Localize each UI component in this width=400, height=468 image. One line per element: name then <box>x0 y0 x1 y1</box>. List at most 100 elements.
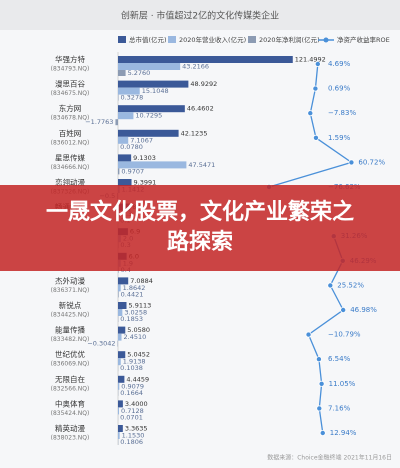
bar <box>118 161 187 169</box>
banner-box: 一晟文化股票，文化产业繁荣之路探索 <box>45 200 354 255</box>
value-label: 5.0580 <box>127 326 150 334</box>
bar <box>118 309 123 316</box>
bar <box>118 179 132 186</box>
category-code: (834425.NQ) <box>51 312 90 319</box>
value-label: 1.1530 <box>122 432 145 440</box>
legend-swatch <box>118 36 126 43</box>
roe-label: 60.72% <box>358 158 385 166</box>
category-label: 杰外动漫 <box>55 275 85 285</box>
value-label: 0.9079 <box>121 382 144 390</box>
roe-dot <box>305 331 312 338</box>
value-label: 121.4992 <box>295 56 326 64</box>
value-label: 9.3991 <box>134 179 157 187</box>
category-code: (838023.NQ) <box>51 435 90 442</box>
banner <box>0 185 400 271</box>
category-label: 漫思百谷 <box>55 79 85 89</box>
bar <box>118 112 134 120</box>
value-label: 4.4459 <box>126 375 149 383</box>
value-label: 0.7128 <box>121 407 144 415</box>
bar <box>115 119 118 126</box>
bar <box>118 375 125 383</box>
value-label: 43.2166 <box>182 63 209 71</box>
legend-label: 总市值(亿元) <box>129 35 167 44</box>
category-code: (833482.NQ) <box>51 336 90 343</box>
bar <box>118 400 123 408</box>
category-label: 精英动漫 <box>55 423 85 433</box>
value-label: −0.3042 <box>87 340 115 348</box>
bar <box>118 154 132 162</box>
category-code: (834675.NQ) <box>51 90 90 97</box>
roe-dot <box>312 134 319 141</box>
category-code: (836012.NQ) <box>51 139 90 146</box>
value-label: 10.7295 <box>135 112 162 120</box>
value-label: 0.3278 <box>120 94 143 102</box>
value-label: 5.9113 <box>129 302 152 310</box>
roe-dot <box>340 306 347 313</box>
roe-label: 46.98% <box>350 306 377 314</box>
value-label: 1.9138 <box>123 358 146 366</box>
roe-dot <box>315 356 322 363</box>
bar <box>118 129 179 137</box>
value-label: 0.9707 <box>121 167 144 175</box>
category-code: (835424.NQ) <box>51 410 90 417</box>
value-label: 0.1806 <box>120 438 143 446</box>
value-label: −1.7763 <box>85 118 113 126</box>
bar <box>118 358 121 366</box>
roe-label: 12.94% <box>330 429 357 437</box>
bar <box>118 70 126 76</box>
plot: 总市值(亿元) 2020年营业收入(亿元) 2020年净利润(亿元) 净资产收益率RO… <box>51 35 390 446</box>
value-label: 0.4421 <box>121 290 144 298</box>
bar <box>118 432 120 439</box>
roe-dot <box>327 282 334 289</box>
header-band <box>0 0 400 30</box>
category-label: 中奥体育 <box>55 398 85 408</box>
value-label: 3.3635 <box>125 425 148 433</box>
roe-label: 25.52% <box>337 281 364 289</box>
legend-label: 净资产收益率ROE <box>337 35 390 44</box>
bar <box>118 333 122 341</box>
category-label: 星思传媒 <box>55 152 85 162</box>
value-label: 0.1853 <box>120 315 143 323</box>
bar <box>118 80 189 88</box>
bar <box>118 136 129 144</box>
roe-label: 11.05% <box>329 380 356 388</box>
value-label: 47.5471 <box>188 161 215 169</box>
bar <box>118 105 185 113</box>
roe-label: 1.59% <box>328 134 351 142</box>
bar <box>118 56 293 63</box>
roe-dot <box>319 429 326 436</box>
roe-label: 6.54% <box>328 355 351 363</box>
legend-label: 2020年营业收入(亿元) <box>179 35 246 44</box>
source-note: 数据来源：Choice金融终端 2021年11月16日 <box>267 454 392 462</box>
legend-dot <box>323 37 329 43</box>
value-label: 0.0701 <box>120 413 143 421</box>
category-code: (832566.NQ) <box>51 385 90 392</box>
value-label: 0.1664 <box>120 389 143 397</box>
value-label: 0.0780 <box>120 143 143 151</box>
value-label: 3.4000 <box>125 400 148 408</box>
category-label: 能量传播 <box>55 325 85 335</box>
value-label: 48.9292 <box>190 80 217 88</box>
value-label: 15.1048 <box>142 87 169 95</box>
bar <box>118 277 129 285</box>
bar <box>118 302 127 309</box>
category-label: 恋翎动漫 <box>55 177 85 187</box>
bar <box>118 351 126 359</box>
category-code: (834666.NQ) <box>51 164 90 171</box>
legend-swatch <box>168 36 176 43</box>
banner-text: 一晟文化股票，文化产业繁荣之路探索 <box>45 200 354 255</box>
roe-dot <box>318 380 325 387</box>
roe-dot <box>316 405 323 412</box>
value-label: 46.4602 <box>187 105 214 113</box>
bar <box>118 407 120 415</box>
legend-label: 2020年净利润(亿元) <box>259 35 320 44</box>
category-label: 无限自在 <box>55 374 85 384</box>
roe-label: −10.79% <box>328 331 361 339</box>
category-label: 世纪优优 <box>55 349 85 359</box>
value-label: 42.1235 <box>181 129 208 137</box>
category-label: 华强方特 <box>55 54 85 64</box>
roe-label: 4.69% <box>328 60 351 68</box>
value-label: 5.2760 <box>128 69 151 77</box>
legend-swatch <box>248 36 256 43</box>
